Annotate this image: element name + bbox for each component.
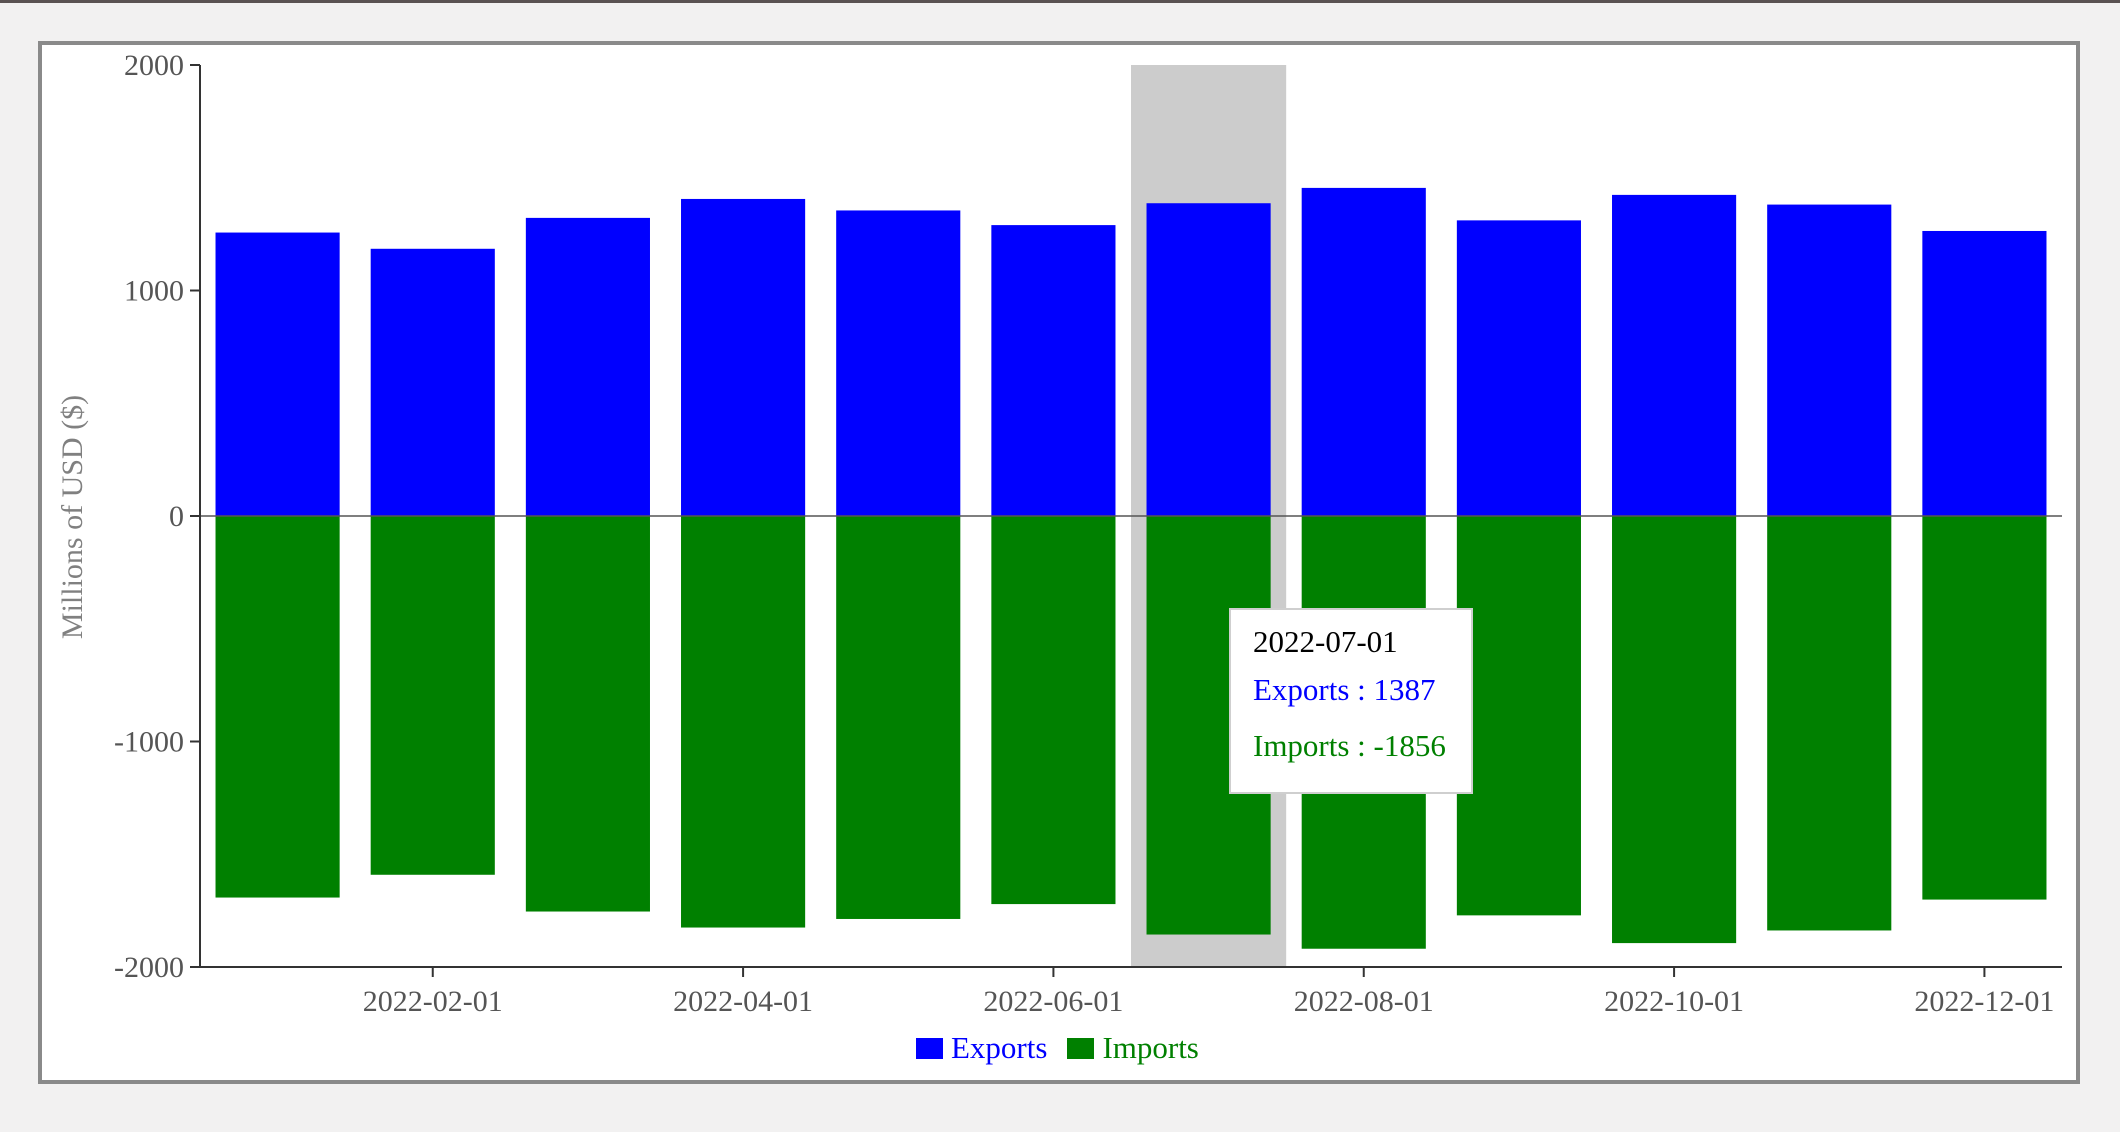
bar-exports-2022-09-01[interactable] xyxy=(1456,220,1581,516)
bars-layer xyxy=(215,187,2047,949)
y-axis-label: Millions of USD ($) xyxy=(56,395,89,639)
bar-imports-2022-09-01[interactable] xyxy=(1456,516,1581,916)
bar-imports-2022-10-01[interactable] xyxy=(1612,516,1737,944)
bar-exports-2022-11-01[interactable] xyxy=(1767,204,1892,516)
legend: Exports Imports xyxy=(916,1030,1219,1066)
x-tick-label-2022-06-01: 2022-06-01 xyxy=(983,985,1123,1018)
bar-imports-2022-03-01[interactable] xyxy=(525,516,650,912)
bar-exports-2022-04-01[interactable] xyxy=(681,198,806,516)
tooltip-exports: Exports : 1387 xyxy=(1253,672,1436,707)
bar-imports-2022-04-01[interactable] xyxy=(681,516,806,928)
y-tick-label--2000: -2000 xyxy=(114,951,184,984)
x-tick-label-2022-10-01: 2022-10-01 xyxy=(1604,985,1744,1018)
legend-swatch-exports xyxy=(916,1037,943,1059)
bar-imports-2022-02-01[interactable] xyxy=(370,516,495,875)
x-tick-label-2022-08-01: 2022-08-01 xyxy=(1294,985,1434,1018)
bar-imports-2022-05-01[interactable] xyxy=(836,516,961,919)
x-tick-label-2022-12-01: 2022-12-01 xyxy=(1914,985,2054,1018)
bar-exports-2022-03-01[interactable] xyxy=(525,217,650,516)
x-tick-label-2022-04-01: 2022-04-01 xyxy=(673,985,813,1018)
bar-exports-2022-01-01[interactable] xyxy=(215,232,340,516)
legend-label-exports: Exports xyxy=(951,1030,1048,1065)
legend-swatch-imports xyxy=(1067,1037,1095,1059)
bar-exports-2022-08-01[interactable] xyxy=(1301,187,1426,516)
top-rule xyxy=(0,0,2120,3)
x-tick-label-2022-02-01: 2022-02-01 xyxy=(363,985,503,1018)
tooltip-date: 2022-07-01 xyxy=(1253,624,1398,659)
bar-imports-2022-11-01[interactable] xyxy=(1767,516,1892,931)
bar-exports-2022-06-01[interactable] xyxy=(991,225,1116,517)
bar-imports-2022-12-01[interactable] xyxy=(1922,516,2047,900)
tooltip-imports: Imports : -1856 xyxy=(1253,728,1446,763)
y-tick-label--1000: -1000 xyxy=(114,726,184,759)
bar-exports-2022-10-01[interactable] xyxy=(1612,194,1737,516)
legend-item-imports[interactable]: Imports xyxy=(1067,1030,1199,1066)
bar-exports-2022-07-01[interactable] xyxy=(1146,203,1271,516)
y-tick-label-0: 0 xyxy=(169,500,184,533)
y-tick-label-1000: 1000 xyxy=(124,275,184,308)
legend-label-imports: Imports xyxy=(1102,1030,1199,1065)
tooltip: 2022-07-01 Exports : 1387 Imports : -185… xyxy=(1229,608,1473,794)
bar-exports-2022-02-01[interactable] xyxy=(370,248,495,516)
bar-exports-2022-05-01[interactable] xyxy=(836,210,961,516)
axes-layer: 2000 1000 0 -1000 -2000 2022-02-01 2022-04-01 2… xyxy=(114,49,2062,1018)
y-tick-label-2000: 2000 xyxy=(124,49,184,82)
bar-exports-2022-12-01[interactable] xyxy=(1922,230,2047,516)
legend-item-exports[interactable]: Exports xyxy=(916,1030,1047,1066)
bar-imports-2022-06-01[interactable] xyxy=(991,516,1116,905)
bar-imports-2022-01-01[interactable] xyxy=(215,516,340,898)
